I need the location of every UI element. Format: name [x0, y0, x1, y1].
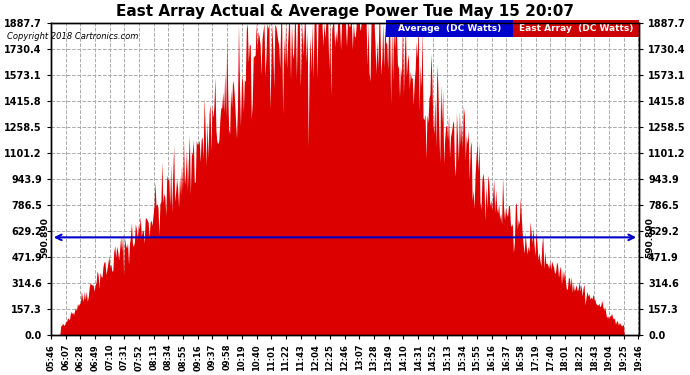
Text: 590.890: 590.890 [41, 217, 50, 258]
Text: 590.890: 590.890 [645, 217, 654, 258]
Text: Copyright 2018 Cartronics.com: Copyright 2018 Cartronics.com [7, 32, 138, 41]
Title: East Array Actual & Average Power Tue May 15 20:07: East Array Actual & Average Power Tue Ma… [116, 4, 574, 19]
